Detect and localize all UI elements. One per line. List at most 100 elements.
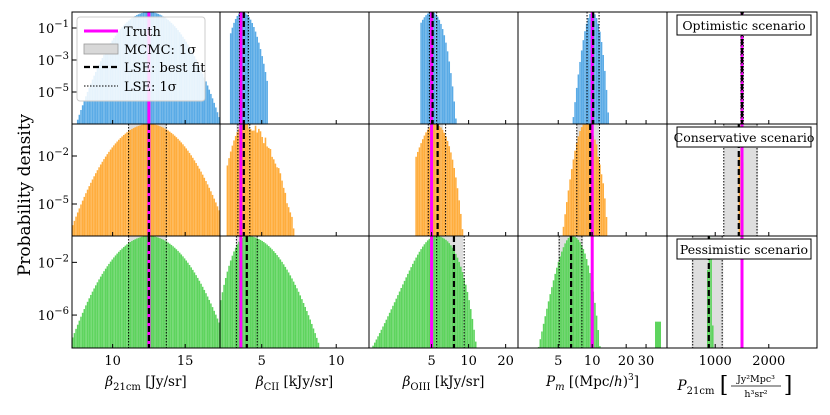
- hist-bar: [451, 247, 454, 348]
- x-tick-label: 5: [554, 354, 562, 369]
- hist-bar: [152, 236, 155, 348]
- hist-bar: [380, 329, 383, 348]
- hist-bar: [453, 101, 455, 124]
- hist-bar: [160, 238, 163, 348]
- scenario-box: [676, 14, 812, 36]
- hist-bar: [205, 181, 207, 236]
- hist-bar: [213, 102, 215, 124]
- hist-bar: [188, 264, 191, 348]
- hist-bar: [387, 316, 389, 348]
- x-tick-label: 20: [497, 354, 514, 369]
- hist-bar: [466, 291, 469, 348]
- hist-bar: [405, 277, 407, 348]
- hist-bar: [154, 236, 156, 348]
- hist-bar: [75, 328, 77, 348]
- panel-content: [220, 236, 321, 348]
- hist-bar: [579, 131, 581, 236]
- hist-bar: [141, 236, 143, 348]
- hist-bar: [373, 342, 376, 348]
- hist-bar: [190, 267, 192, 348]
- hist-bar: [73, 333, 76, 348]
- x-tick-label: 15: [177, 354, 194, 369]
- hist-bar: [445, 239, 447, 348]
- hist-bar: [113, 257, 115, 348]
- histogram-bars: [415, 124, 464, 236]
- hist-bar: [259, 239, 262, 348]
- hist-bar: [208, 187, 211, 236]
- hist-bar: [460, 213, 462, 236]
- panel-content: [537, 236, 661, 348]
- hist-bar: [124, 245, 127, 348]
- unit-numerator: Jy²Mpc³: [736, 374, 775, 385]
- hist-bar: [542, 323, 545, 348]
- hist-bar: [216, 112, 219, 124]
- y-tick-label: 10−2: [38, 147, 69, 165]
- panel-r1-c4: Conservative scenario: [666, 123, 818, 237]
- hist-bar: [435, 14, 437, 124]
- hist-bar: [108, 151, 110, 236]
- hist-bar: [139, 125, 141, 236]
- hist-bar: [258, 128, 260, 236]
- hist-bar: [385, 319, 388, 348]
- hist-bar: [307, 315, 310, 348]
- hist-bar: [129, 242, 132, 348]
- hist-bar: [261, 56, 263, 124]
- hist-bar: [246, 14, 249, 124]
- hist-bar: [170, 132, 173, 236]
- hist-bar: [448, 61, 451, 124]
- x-axis-label: β21cm [Jy/sr]: [104, 374, 186, 393]
- panel-r2-c0: 10−2 10−6 10 15: [38, 235, 221, 369]
- scenario-box: [676, 126, 812, 148]
- hist-bar: [196, 165, 199, 236]
- hist-bar: [175, 137, 178, 236]
- hist-bar: [208, 89, 211, 124]
- hist-bar: [572, 236, 575, 348]
- hist-bar: [378, 333, 381, 348]
- hist-bar: [426, 13, 429, 124]
- hist-bar: [157, 125, 160, 236]
- hist-bar: [146, 236, 148, 348]
- hist-bar: [220, 300, 222, 348]
- y-tick-label: 10−5: [38, 83, 69, 101]
- hist-bar: [441, 237, 444, 348]
- hist-bar: [229, 260, 232, 348]
- hist-bar: [201, 286, 204, 348]
- hist-bar: [306, 311, 308, 348]
- hist-bar: [537, 346, 540, 348]
- hist-bar: [251, 130, 254, 236]
- hist-bar: [93, 288, 95, 348]
- hist-bar: [276, 255, 278, 348]
- hist-bar: [567, 238, 570, 348]
- hist-bar: [451, 159, 454, 236]
- hist-bar: [167, 130, 169, 236]
- hist-bar: [282, 187, 285, 236]
- hist-bar: [400, 287, 403, 348]
- hist-bar: [85, 96, 87, 124]
- hist-bar: [173, 247, 176, 348]
- hist-bar: [440, 127, 442, 236]
- hist-bar: [465, 284, 467, 348]
- hist-bar: [455, 118, 457, 124]
- hist-bar: [388, 312, 391, 348]
- hist-bar: [185, 260, 188, 348]
- hist-bar: [286, 269, 288, 348]
- hist-bar: [382, 326, 384, 348]
- hist-bar: [142, 236, 145, 348]
- hist-bar: [90, 83, 92, 124]
- y-axis-label: Probability density: [15, 113, 35, 276]
- hist-bar: [254, 125, 257, 236]
- hist-bar: [198, 168, 201, 236]
- hist-bar: [423, 244, 426, 348]
- hist-bar: [446, 140, 449, 236]
- hist-bar: [246, 124, 249, 236]
- hist-bar: [157, 237, 160, 348]
- hist-bar: [223, 284, 225, 348]
- hist-bar: [104, 268, 107, 348]
- hist-bar: [150, 236, 153, 348]
- hist-bar: [206, 296, 209, 348]
- hist-bar: [554, 273, 556, 348]
- hist-bar: [234, 135, 237, 236]
- x-tick-label: 1000: [699, 354, 732, 369]
- hist-bar: [423, 17, 426, 124]
